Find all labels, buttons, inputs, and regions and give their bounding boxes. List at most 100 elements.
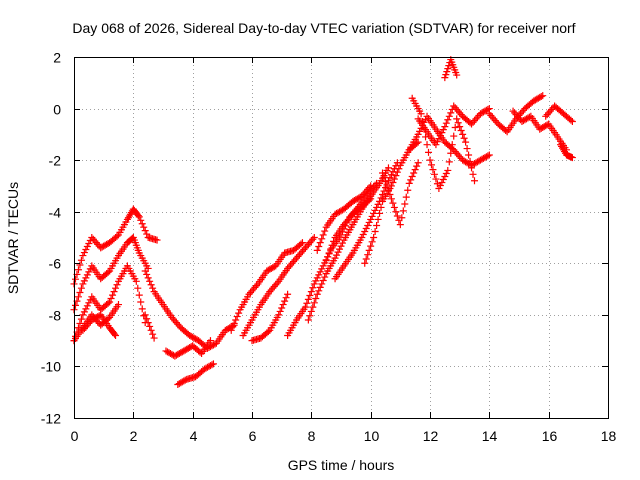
data-point — [417, 110, 425, 118]
data-point — [192, 335, 200, 343]
data-point — [288, 259, 296, 267]
data-point — [445, 158, 453, 166]
data-point — [86, 296, 94, 304]
data-point — [475, 157, 483, 165]
data-point — [370, 234, 378, 241]
data-point — [183, 345, 191, 353]
data-point — [85, 268, 93, 276]
data-point — [395, 165, 403, 173]
data-point — [141, 267, 149, 275]
data-point — [318, 280, 326, 288]
data-point — [201, 365, 209, 373]
data-point — [316, 268, 324, 276]
data-point — [273, 279, 281, 287]
x-tick-label: 4 — [190, 428, 198, 444]
data-point — [153, 236, 161, 244]
data-point — [396, 221, 404, 229]
data-point — [306, 239, 314, 247]
data-point — [80, 249, 88, 257]
data-point — [447, 109, 455, 117]
data-point — [306, 312, 314, 320]
data-point — [316, 283, 324, 291]
data-point — [413, 162, 421, 170]
data-point — [109, 291, 117, 299]
data-point — [107, 295, 115, 303]
x-tick-labels: 0 2 4 6 8 10 12 14 16 18 — [71, 428, 617, 444]
data-point — [333, 209, 341, 217]
data-point — [282, 294, 290, 302]
data-point — [178, 348, 186, 356]
data-point — [540, 123, 548, 131]
data-point — [134, 212, 142, 220]
data-point — [427, 161, 435, 169]
data-point — [382, 178, 389, 186]
data-point — [445, 112, 453, 120]
data-point — [548, 105, 556, 113]
data-point — [451, 148, 459, 156]
data-point — [76, 261, 84, 269]
data-point — [530, 97, 538, 105]
data-point — [297, 240, 305, 248]
data-point — [74, 266, 82, 274]
data-point — [321, 227, 329, 235]
data-point — [76, 289, 84, 297]
data-point — [319, 276, 327, 284]
data-point — [140, 223, 148, 231]
data-point — [521, 116, 529, 124]
data-point — [111, 330, 119, 338]
data-point — [297, 249, 305, 257]
data-point — [367, 215, 375, 223]
data-point — [104, 268, 112, 276]
data-point — [367, 195, 375, 203]
data-series-track-15 — [313, 182, 375, 254]
data-series-track-12 — [248, 290, 292, 345]
data-point — [310, 299, 318, 307]
data-point — [178, 378, 186, 386]
data-point — [438, 178, 446, 186]
data-point — [336, 245, 344, 253]
data-point — [456, 123, 464, 131]
y-tick-label: -6 — [49, 256, 62, 272]
data-point — [284, 264, 292, 272]
data-point — [361, 227, 369, 235]
data-point — [462, 138, 470, 146]
data-point — [337, 207, 345, 215]
data-point — [473, 158, 481, 166]
data-point — [476, 156, 484, 164]
data-point — [83, 243, 91, 251]
data-point — [419, 117, 427, 125]
data-point — [184, 344, 192, 352]
data-point — [454, 107, 462, 115]
data-point — [163, 348, 171, 356]
data-point — [441, 123, 449, 131]
data-point — [509, 107, 517, 115]
data-series-track-25 — [509, 107, 570, 154]
data-point — [453, 115, 461, 123]
data-point — [294, 252, 302, 260]
data-point — [319, 262, 327, 270]
data-point — [285, 263, 293, 271]
data-point — [469, 160, 477, 168]
data-point — [469, 170, 477, 178]
data-point — [77, 284, 85, 292]
data-point — [410, 169, 418, 177]
data-point — [533, 95, 541, 103]
data-point — [290, 258, 298, 266]
data-point — [327, 245, 335, 253]
data-point — [143, 270, 151, 278]
data-point — [374, 215, 382, 223]
data-point — [426, 156, 434, 164]
data-point — [143, 230, 151, 238]
data-point — [444, 116, 452, 124]
data-point — [325, 249, 333, 257]
x-tick-label: 0 — [71, 428, 79, 444]
data-point — [430, 170, 438, 178]
data-point — [478, 155, 486, 163]
data-point — [303, 242, 311, 250]
data-point — [401, 200, 409, 208]
data-point — [376, 209, 384, 217]
data-point — [138, 220, 146, 228]
data-point — [433, 138, 441, 146]
data-point — [433, 180, 441, 188]
data-point — [315, 271, 323, 279]
